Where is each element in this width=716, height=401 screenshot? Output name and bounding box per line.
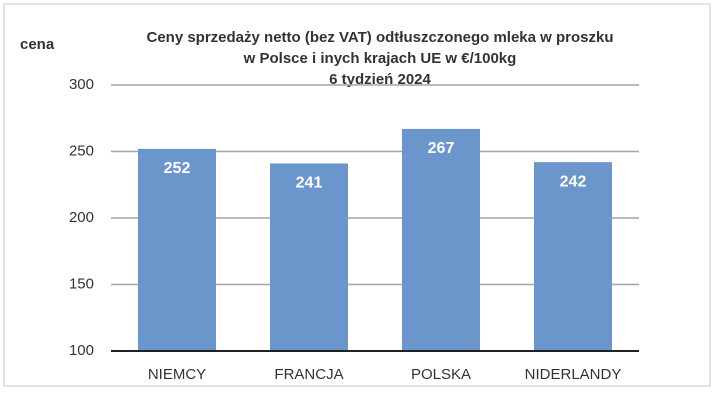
chart-frame bbox=[3, 3, 711, 387]
y-axis-label: cena bbox=[20, 36, 55, 53]
bar bbox=[402, 128, 480, 351]
x-tick-label: NIEMCY bbox=[148, 366, 206, 383]
bar bbox=[270, 163, 348, 351]
chart-title: w Polsce i inych krajach UE w €/100kg bbox=[243, 50, 517, 67]
bar bbox=[534, 162, 612, 351]
y-tick-label: 300 bbox=[69, 76, 94, 93]
y-tick-label: 150 bbox=[69, 275, 94, 292]
data-label: 242 bbox=[560, 173, 587, 190]
y-tick-label: 250 bbox=[69, 142, 94, 159]
y-tick-label: 100 bbox=[69, 342, 94, 359]
x-tick-label: FRANCJA bbox=[274, 366, 343, 383]
data-label: 241 bbox=[296, 175, 323, 192]
data-label: 267 bbox=[428, 140, 455, 157]
bar bbox=[138, 148, 216, 351]
y-tick-label: 200 bbox=[69, 209, 94, 226]
x-tick-label: NIDERLANDY bbox=[525, 366, 622, 383]
chart-title: Ceny sprzedaży netto (bez VAT) odtłuszcz… bbox=[146, 29, 613, 46]
data-label: 252 bbox=[164, 160, 191, 177]
x-tick-label: POLSKA bbox=[411, 366, 471, 383]
chart-title: 6 tydzień 2024 bbox=[329, 71, 431, 88]
